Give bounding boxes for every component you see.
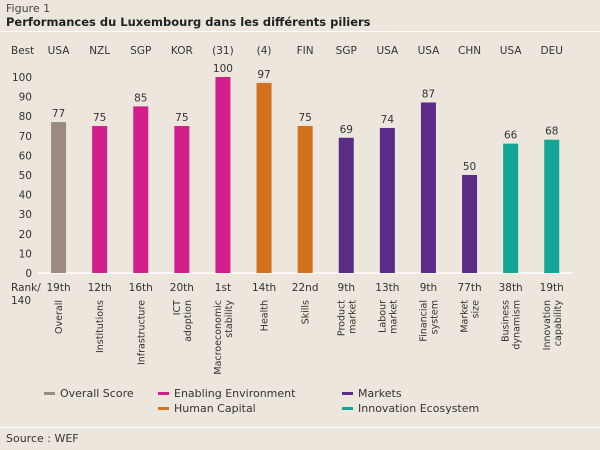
y-tick-label: 70 xyxy=(19,131,32,143)
rank-label: 9th xyxy=(338,282,355,294)
best-country-label: USA xyxy=(418,45,441,57)
best-country-label: SGP xyxy=(130,45,151,57)
bar-value-label: 66 xyxy=(504,130,518,142)
best-row-label: Best xyxy=(11,45,34,57)
bar-value-label: 75 xyxy=(175,112,188,124)
best-country-label: (4) xyxy=(257,45,272,57)
bar xyxy=(51,122,67,273)
legend-swatch xyxy=(158,407,169,410)
legend-label: Markets xyxy=(358,387,402,400)
best-country-label: DEU xyxy=(541,45,563,57)
best-country-label: FIN xyxy=(297,45,314,57)
rank-label: 1st xyxy=(215,282,231,294)
y-tick-label: 100 xyxy=(12,72,32,84)
rank-row-label: Rank/ xyxy=(11,282,41,294)
best-country-label: USA xyxy=(48,45,71,57)
legend-label: Innovation Ecosystem xyxy=(358,402,479,415)
best-country-label: KOR xyxy=(171,45,193,57)
best-country-label: USA xyxy=(500,45,523,57)
legend-swatch xyxy=(158,392,169,395)
bar xyxy=(544,139,560,273)
rank-row-sublabel: 140 xyxy=(11,295,31,307)
title-divider xyxy=(0,31,600,32)
rank-label: 38th xyxy=(499,282,523,294)
category-label: Financialsystem xyxy=(418,300,440,342)
bar xyxy=(174,126,190,273)
category-label: Productmarket xyxy=(336,300,358,336)
rank-label: 14th xyxy=(252,282,276,294)
y-tick-label: 60 xyxy=(19,150,32,162)
rank-label: 12th xyxy=(88,282,112,294)
rank-label: 19th xyxy=(540,282,564,294)
bar xyxy=(379,127,395,274)
bar-value-label: 75 xyxy=(93,112,106,124)
category-label: Labourmarket xyxy=(377,300,399,334)
y-tick-label: 40 xyxy=(19,190,32,202)
bar-value-label: 50 xyxy=(463,161,476,173)
bar-value-label: 68 xyxy=(545,126,558,138)
y-tick-label: 0 xyxy=(25,268,32,280)
y-tick-label: 20 xyxy=(19,229,32,241)
bar-chart: Best USA NZL SGP KOR (31) (4) FIN SGP USA USA CHN US… xyxy=(11,45,573,415)
bar xyxy=(215,77,231,273)
legend-label: Human Capital xyxy=(174,402,256,415)
category-label: Marketsize xyxy=(460,300,482,333)
bar-value-label: 87 xyxy=(422,88,435,100)
bar xyxy=(462,175,478,273)
bar-value-label: 97 xyxy=(257,69,270,81)
y-tick-label: 80 xyxy=(19,111,32,123)
bar xyxy=(133,106,149,274)
best-country-label: USA xyxy=(376,45,399,57)
category-label: ICTadoption xyxy=(172,300,194,342)
category-label: Institutions xyxy=(95,300,106,353)
rank-label: 20th xyxy=(170,282,194,294)
category-label: Macroeconomicstability xyxy=(213,300,235,375)
bar-value-label: 69 xyxy=(340,124,353,136)
bar-value-label: 77 xyxy=(52,108,65,120)
rank-label: 22nd xyxy=(292,282,319,294)
legend-swatch xyxy=(44,392,55,395)
source-note: Source : WEF xyxy=(6,432,79,445)
figure-label: Figure 1 xyxy=(6,2,51,15)
category-label: Businessdynamism xyxy=(501,300,523,350)
rank-label: 16th xyxy=(129,282,153,294)
bar xyxy=(338,137,354,273)
bar xyxy=(297,126,313,273)
footer-divider xyxy=(0,427,600,428)
category-label: Health xyxy=(260,300,271,331)
y-tick-label: 90 xyxy=(19,92,32,104)
bar-value-label: 74 xyxy=(381,114,395,126)
rank-label: 13th xyxy=(375,282,399,294)
bar-value-label: 75 xyxy=(298,112,311,124)
bar xyxy=(92,126,108,273)
rank-label: 19th xyxy=(46,282,70,294)
rank-label: 77th xyxy=(457,282,481,294)
category-label: Skills xyxy=(301,300,312,324)
best-country-label: NZL xyxy=(89,45,110,57)
bar xyxy=(256,82,272,273)
legend-label: Enabling Environment xyxy=(174,387,296,400)
category-label: Infrastructure xyxy=(136,300,147,365)
y-tick-label: 50 xyxy=(19,170,32,182)
best-country-label: CHN xyxy=(458,45,481,57)
y-tick-label: 30 xyxy=(19,209,32,221)
category-label: Overall xyxy=(54,300,65,334)
category-label: Innovationcapability xyxy=(542,300,564,351)
bar xyxy=(420,102,436,273)
legend-swatch xyxy=(342,407,353,410)
bar xyxy=(503,143,519,273)
chart-title: Performances du Luxembourg dans les diff… xyxy=(6,15,371,29)
y-tick-label: 10 xyxy=(19,248,32,260)
best-country-label: (31) xyxy=(212,45,234,57)
bar-value-label: 100 xyxy=(213,63,233,75)
legend-swatch xyxy=(342,392,353,395)
bar-value-label: 85 xyxy=(134,92,147,104)
rank-label: 9th xyxy=(420,282,437,294)
legend-label: Overall Score xyxy=(60,387,134,400)
best-country-label: SGP xyxy=(336,45,357,57)
